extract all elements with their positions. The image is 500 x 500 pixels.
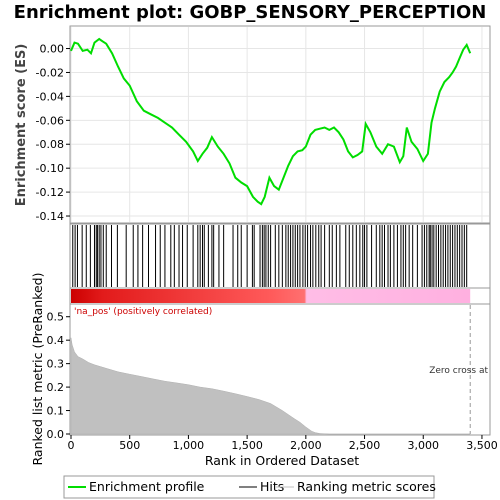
es-y-tick-label: -0.14 bbox=[36, 210, 64, 223]
hits-panel-frame bbox=[69, 223, 491, 289]
es-y-tick-label: -0.10 bbox=[36, 162, 64, 175]
x-axis-ticks: 0 500 1,000 1,500 2,000 2,500 3,000 3,500 bbox=[68, 435, 498, 452]
es-y-ticks: -0.14 -0.12 -0.10 -0.08 -0.06 -0.04 -0.02 0.00 bbox=[36, 43, 70, 223]
legend-label-ranking-metric: Ranking metric scores bbox=[297, 479, 436, 494]
x-tick-label: 3,500 bbox=[466, 439, 498, 452]
x-tick-label: 500 bbox=[119, 439, 140, 452]
es-y-tick-label: -0.04 bbox=[36, 90, 64, 103]
ranking-y-tick-label: 0.0 bbox=[47, 428, 65, 441]
ranking-y-tick-label: 0.4 bbox=[47, 334, 65, 347]
x-axis-label: Rank in Ordered Dataset bbox=[205, 453, 359, 468]
ranking-y-axis-label: Ranked list metric (PreRanked) bbox=[30, 273, 45, 466]
ranking-y-tick-label: 0.2 bbox=[47, 381, 65, 394]
ranking-y-ticks: 0.0 0.1 0.2 0.3 0.4 0.5 bbox=[47, 311, 70, 441]
x-tick-label: 0 bbox=[68, 439, 75, 452]
es-y-tick-label: -0.06 bbox=[36, 114, 64, 127]
es-y-tick-label: -0.02 bbox=[36, 66, 64, 79]
ranking-y-tick-label: 0.3 bbox=[47, 358, 65, 371]
x-tick-label: 1,000 bbox=[173, 439, 205, 452]
es-y-tick-label: -0.08 bbox=[36, 138, 64, 151]
x-tick-label: 3,000 bbox=[407, 439, 439, 452]
ranking-metric-area bbox=[70, 337, 471, 435]
es-y-tick-label: 0.00 bbox=[40, 43, 65, 56]
chart-title: Enrichment plot: GOBP_SENSORY_PERCEPTION bbox=[14, 2, 487, 23]
x-tick-label: 2,500 bbox=[349, 439, 381, 452]
legend-label-hits: Hits bbox=[260, 479, 284, 494]
x-tick-label: 1,500 bbox=[231, 439, 263, 452]
es-gridlines bbox=[70, 27, 489, 222]
es-y-axis-label: Enrichment score (ES) bbox=[14, 44, 29, 207]
es-panel-frame bbox=[69, 25, 491, 224]
x-tick-label: 2,000 bbox=[290, 439, 322, 452]
zero-cross-label: Zero cross at bbox=[429, 366, 488, 376]
legend-label-enrichment-profile: Enrichment profile bbox=[89, 479, 205, 494]
heat-bar bbox=[71, 289, 471, 303]
es-y-tick-label: -0.12 bbox=[36, 186, 64, 199]
ranking-y-tick-label: 0.1 bbox=[47, 405, 65, 418]
ranking-y-tick-label: 0.5 bbox=[47, 311, 65, 324]
positive-correlation-label: 'na_pos' (positively correlated) bbox=[74, 307, 212, 317]
enrichment-profile-line bbox=[70, 37, 472, 206]
hit-markers bbox=[72, 225, 468, 287]
